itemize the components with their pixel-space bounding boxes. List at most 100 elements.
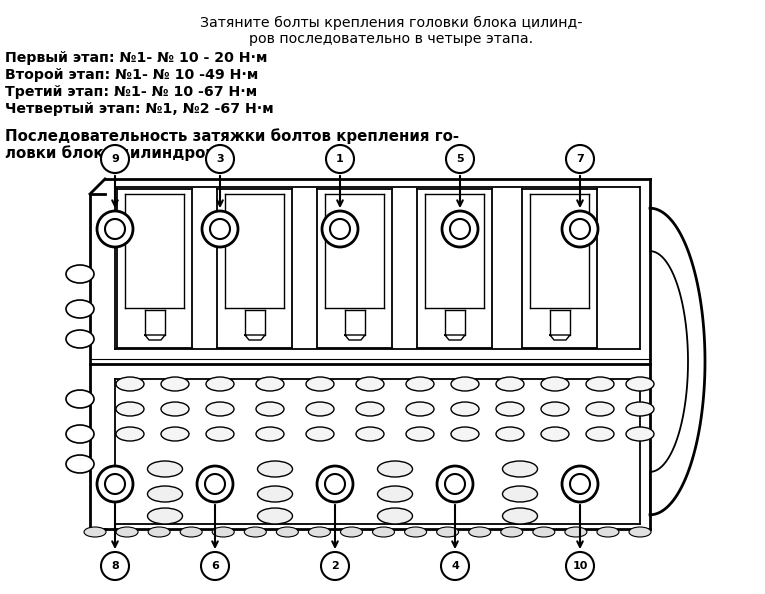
Text: 8: 8 [111, 561, 119, 571]
Ellipse shape [451, 377, 479, 391]
Ellipse shape [84, 527, 106, 537]
Ellipse shape [586, 402, 614, 416]
Ellipse shape [541, 377, 569, 391]
Ellipse shape [116, 427, 144, 441]
Ellipse shape [406, 377, 434, 391]
Ellipse shape [66, 330, 94, 348]
Text: Четвертый этап: №1, №2 -67 Н·м: Четвертый этап: №1, №2 -67 Н·м [5, 102, 274, 116]
Ellipse shape [258, 486, 292, 502]
Circle shape [202, 211, 238, 247]
Ellipse shape [306, 427, 334, 441]
Ellipse shape [161, 427, 189, 441]
Ellipse shape [340, 527, 363, 537]
Ellipse shape [405, 527, 427, 537]
Circle shape [322, 211, 358, 247]
Ellipse shape [66, 300, 94, 318]
Ellipse shape [377, 508, 412, 524]
Circle shape [105, 219, 125, 239]
Ellipse shape [406, 402, 434, 416]
Ellipse shape [206, 377, 234, 391]
Ellipse shape [586, 427, 614, 441]
Ellipse shape [626, 427, 654, 441]
Ellipse shape [256, 427, 284, 441]
Circle shape [570, 474, 590, 494]
Text: Первый этап: №1- № 10 - 20 Н·м: Первый этап: №1- № 10 - 20 Н·м [5, 51, 268, 65]
Ellipse shape [406, 427, 434, 441]
Circle shape [105, 474, 125, 494]
Circle shape [446, 145, 474, 173]
Ellipse shape [626, 377, 654, 391]
Ellipse shape [244, 527, 266, 537]
Circle shape [206, 145, 234, 173]
Ellipse shape [256, 377, 284, 391]
Circle shape [442, 211, 478, 247]
Ellipse shape [116, 527, 138, 537]
Circle shape [210, 219, 230, 239]
Circle shape [562, 211, 598, 247]
Ellipse shape [541, 427, 569, 441]
Ellipse shape [503, 461, 538, 477]
Ellipse shape [586, 377, 614, 391]
Ellipse shape [496, 402, 524, 416]
Ellipse shape [503, 508, 538, 524]
Circle shape [325, 474, 345, 494]
Circle shape [101, 145, 129, 173]
Ellipse shape [148, 486, 183, 502]
Ellipse shape [148, 461, 183, 477]
Text: 2: 2 [331, 561, 339, 571]
Text: 1: 1 [336, 154, 344, 164]
Ellipse shape [356, 377, 384, 391]
Ellipse shape [626, 402, 654, 416]
Text: Второй этап: №1- № 10 -49 Н·м: Второй этап: №1- № 10 -49 Н·м [5, 68, 259, 82]
Ellipse shape [356, 427, 384, 441]
Circle shape [445, 474, 465, 494]
Circle shape [450, 219, 470, 239]
Text: 4: 4 [451, 561, 459, 571]
Ellipse shape [66, 265, 94, 283]
Text: Третий этап: №1- № 10 -67 Н·м: Третий этап: №1- № 10 -67 Н·м [5, 85, 257, 99]
Ellipse shape [161, 377, 189, 391]
Ellipse shape [437, 527, 459, 537]
Ellipse shape [306, 377, 334, 391]
Text: Последовательность затяжки болтов крепления го-: Последовательность затяжки болтов крепле… [5, 128, 459, 144]
Ellipse shape [597, 527, 619, 537]
Text: 10: 10 [572, 561, 588, 571]
Circle shape [330, 219, 350, 239]
Ellipse shape [148, 527, 170, 537]
Ellipse shape [377, 461, 412, 477]
Text: 7: 7 [576, 154, 584, 164]
Bar [75, 174, 690, 544]
Ellipse shape [356, 402, 384, 416]
Ellipse shape [501, 527, 522, 537]
Circle shape [326, 145, 354, 173]
Ellipse shape [206, 402, 234, 416]
Circle shape [562, 466, 598, 502]
Ellipse shape [276, 527, 298, 537]
Ellipse shape [373, 527, 395, 537]
Text: 6: 6 [211, 561, 219, 571]
Ellipse shape [66, 390, 94, 408]
Circle shape [570, 219, 590, 239]
Ellipse shape [306, 402, 334, 416]
Circle shape [321, 552, 349, 580]
Circle shape [101, 552, 129, 580]
Ellipse shape [496, 427, 524, 441]
Ellipse shape [116, 402, 144, 416]
Ellipse shape [258, 508, 292, 524]
Circle shape [97, 466, 133, 502]
Circle shape [317, 466, 353, 502]
Text: Затяните болты крепления головки блока цилинд-: Затяните болты крепления головки блока ц… [182, 16, 582, 30]
Ellipse shape [308, 527, 330, 537]
Ellipse shape [206, 427, 234, 441]
Text: 3: 3 [216, 154, 224, 164]
Ellipse shape [66, 425, 94, 443]
Ellipse shape [212, 527, 234, 537]
Text: 9: 9 [111, 154, 119, 164]
Ellipse shape [503, 486, 538, 502]
Circle shape [197, 466, 233, 502]
Circle shape [566, 145, 594, 173]
Circle shape [441, 552, 469, 580]
Ellipse shape [258, 461, 292, 477]
Ellipse shape [565, 527, 587, 537]
Ellipse shape [148, 508, 183, 524]
